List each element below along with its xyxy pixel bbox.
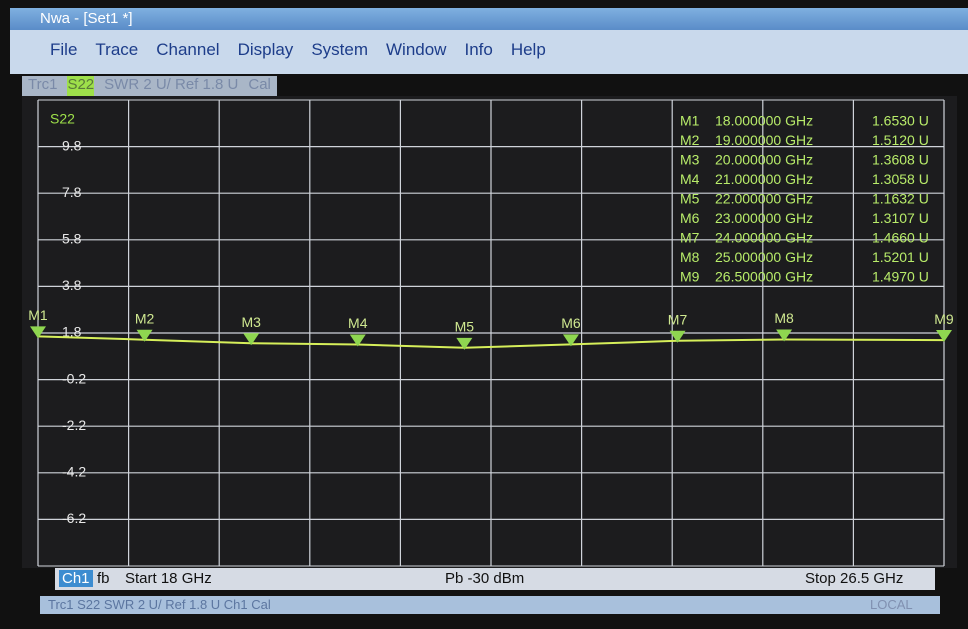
- marker-name: M9: [680, 269, 700, 285]
- y-tick-label: -2.2: [62, 417, 86, 433]
- y-tick-label: 3.8: [62, 277, 82, 293]
- status-bar: Trc1 S22 SWR 2 U/ Ref 1.8 U Ch1 Cal LOCA…: [40, 596, 940, 614]
- marker-name: M2: [680, 132, 700, 148]
- marker-value: 1.3608 U: [872, 152, 929, 168]
- power: Pb -30 dBm: [445, 570, 524, 587]
- marker-value: 1.3107 U: [872, 210, 929, 226]
- marker-value: 1.4660 U: [872, 230, 929, 246]
- y-tick-label: -6.2: [62, 510, 86, 526]
- status-text: Trc1 S22 SWR 2 U/ Ref 1.8 U Ch1 Cal: [48, 597, 271, 612]
- marker-label: M7: [668, 311, 688, 327]
- marker-frequency: 18.000000 GHz: [715, 113, 813, 129]
- footer: Ch1 fb Start 18 GHz Pb -30 dBm Stop 26.5…: [55, 568, 935, 590]
- marker-frequency: 23.000000 GHz: [715, 210, 813, 226]
- mode: fb: [97, 570, 110, 587]
- marker-frequency: 25.000000 GHz: [715, 249, 813, 265]
- marker-name: M5: [680, 191, 700, 207]
- trace-label: S22: [50, 111, 75, 127]
- y-tick-label: 9.8: [62, 137, 82, 153]
- chart: 9.87.85.83.81.8-0.2-2.2-4.2-6.2S22M1M118…: [0, 0, 968, 629]
- marker-frequency: 19.000000 GHz: [715, 132, 813, 148]
- channel[interactable]: Ch1: [59, 570, 93, 587]
- marker-label: M4: [348, 315, 368, 331]
- marker-value: 1.4970 U: [872, 269, 929, 285]
- y-tick-label: -0.2: [62, 370, 86, 386]
- plot-background: [22, 96, 957, 568]
- page: Nwa - [Set1 *] FileTraceChannelDisplaySy…: [0, 0, 968, 629]
- marker-frequency: 21.000000 GHz: [715, 171, 813, 187]
- marker-value: 1.5201 U: [872, 249, 929, 265]
- marker-value: 1.1632 U: [872, 191, 929, 207]
- marker-name: M1: [680, 113, 700, 129]
- marker-label: M6: [561, 315, 581, 331]
- marker-frequency: 20.000000 GHz: [715, 152, 813, 168]
- y-tick-label: 7.8: [62, 184, 82, 200]
- marker-name: M8: [680, 249, 700, 265]
- marker-label: M3: [241, 314, 261, 330]
- stop: Stop 26.5 GHz: [805, 570, 903, 587]
- marker-frequency: 24.000000 GHz: [715, 230, 813, 246]
- remote: LOCAL: [870, 596, 913, 614]
- marker-label: M5: [455, 319, 475, 335]
- marker-name: M4: [680, 171, 700, 187]
- marker-value: 1.3058 U: [872, 171, 929, 187]
- marker-name: M6: [680, 210, 700, 226]
- marker-label: M9: [934, 311, 954, 327]
- marker-value: 1.5120 U: [872, 132, 929, 148]
- marker-frequency: 26.500000 GHz: [715, 269, 813, 285]
- marker-label: M2: [135, 310, 155, 326]
- marker-name: M7: [680, 230, 700, 246]
- marker-label: M1: [28, 307, 48, 323]
- y-tick-label: -4.2: [62, 464, 86, 480]
- y-tick-label: 5.8: [62, 231, 82, 247]
- start: Start 18 GHz: [125, 570, 212, 587]
- marker-name: M3: [680, 152, 700, 168]
- marker-label: M8: [774, 310, 794, 326]
- marker-value: 1.6530 U: [872, 113, 929, 129]
- marker-frequency: 22.000000 GHz: [715, 191, 813, 207]
